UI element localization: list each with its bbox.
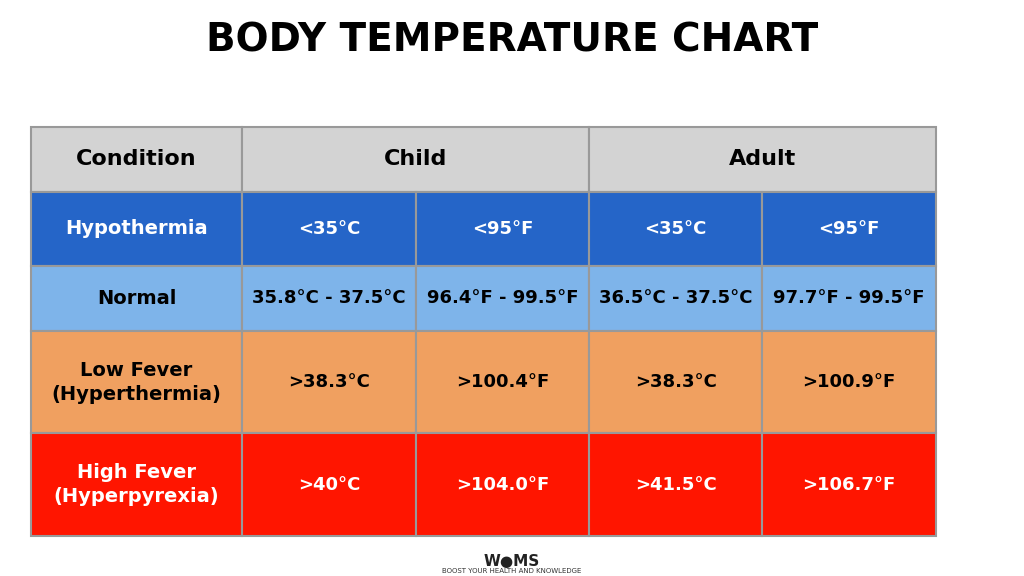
Text: Normal: Normal [97,289,176,308]
FancyBboxPatch shape [762,266,936,331]
FancyBboxPatch shape [589,192,762,266]
FancyBboxPatch shape [243,331,416,433]
Text: W●MS: W●MS [484,554,540,569]
FancyBboxPatch shape [31,266,243,331]
FancyBboxPatch shape [31,433,243,536]
Text: Low Fever
(Hyperthermia): Low Fever (Hyperthermia) [51,361,221,404]
FancyBboxPatch shape [762,433,936,536]
FancyBboxPatch shape [31,127,243,192]
Text: BOOST YOUR HEALTH AND KNOWLEDGE: BOOST YOUR HEALTH AND KNOWLEDGE [442,569,582,574]
Text: Condition: Condition [77,149,197,169]
Text: >38.3°C: >38.3°C [635,373,717,391]
Text: >100.9°F: >100.9°F [802,373,896,391]
Text: >38.3°C: >38.3°C [288,373,370,391]
Text: <95°F: <95°F [472,220,534,238]
Text: Child: Child [384,149,447,169]
FancyBboxPatch shape [243,433,416,536]
FancyBboxPatch shape [589,127,936,192]
FancyBboxPatch shape [589,266,762,331]
FancyBboxPatch shape [243,266,416,331]
FancyBboxPatch shape [589,331,762,433]
Text: <35°C: <35°C [298,220,360,238]
Text: >104.0°F: >104.0°F [456,476,549,494]
Text: >106.7°F: >106.7°F [802,476,896,494]
Text: 96.4°F - 99.5°F: 96.4°F - 99.5°F [427,290,579,308]
FancyBboxPatch shape [31,192,243,266]
Text: Adult: Adult [729,149,796,169]
FancyBboxPatch shape [762,331,936,433]
Text: 97.7°F - 99.5°F: 97.7°F - 99.5°F [773,290,925,308]
FancyBboxPatch shape [31,331,243,433]
Text: 35.8°C - 37.5°C: 35.8°C - 37.5°C [252,290,406,308]
Text: BODY TEMPERATURE CHART: BODY TEMPERATURE CHART [206,21,818,59]
Text: >100.4°F: >100.4°F [456,373,549,391]
FancyBboxPatch shape [416,433,589,536]
Text: 36.5°C - 37.5°C: 36.5°C - 37.5°C [599,290,753,308]
FancyBboxPatch shape [416,331,589,433]
FancyBboxPatch shape [589,433,762,536]
Text: High Fever
(Hyperpyrexia): High Fever (Hyperpyrexia) [54,463,219,506]
FancyBboxPatch shape [416,266,589,331]
FancyBboxPatch shape [416,192,589,266]
Text: Hypothermia: Hypothermia [66,219,208,238]
FancyBboxPatch shape [243,192,416,266]
Text: >41.5°C: >41.5°C [635,476,717,494]
Text: >40°C: >40°C [298,476,360,494]
Text: <35°C: <35°C [644,220,707,238]
FancyBboxPatch shape [762,192,936,266]
Text: <95°F: <95°F [818,220,880,238]
FancyBboxPatch shape [243,127,589,192]
